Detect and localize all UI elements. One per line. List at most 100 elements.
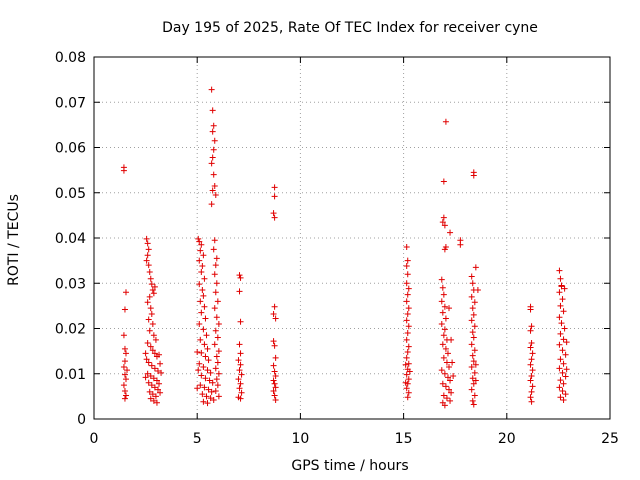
data-point bbox=[207, 369, 214, 376]
data-point bbox=[528, 356, 535, 363]
data-point bbox=[198, 349, 205, 356]
data-point bbox=[152, 393, 159, 400]
data-point bbox=[527, 394, 534, 401]
data-point bbox=[528, 388, 535, 395]
data-point bbox=[215, 393, 222, 400]
data-point bbox=[402, 379, 409, 386]
data-point bbox=[468, 386, 475, 393]
data-point bbox=[122, 392, 129, 399]
y-tick-label: 0.03 bbox=[55, 276, 86, 292]
data-point bbox=[208, 160, 215, 167]
data-point bbox=[272, 396, 279, 403]
data-point bbox=[122, 350, 129, 357]
data-point bbox=[142, 350, 149, 357]
data-point bbox=[209, 128, 216, 135]
data-point bbox=[271, 303, 278, 310]
data-point bbox=[197, 247, 204, 254]
data-point bbox=[213, 314, 220, 321]
data-point bbox=[120, 382, 127, 389]
data-point bbox=[447, 397, 454, 404]
data-point bbox=[212, 387, 219, 394]
data-point bbox=[562, 373, 569, 380]
x-tick-label: 10 bbox=[291, 431, 309, 447]
data-point bbox=[202, 375, 209, 382]
data-point bbox=[147, 343, 154, 350]
data-point bbox=[440, 178, 447, 185]
data-point bbox=[560, 380, 567, 387]
data-point bbox=[151, 350, 158, 357]
data-point bbox=[471, 392, 478, 399]
data-point bbox=[153, 377, 160, 384]
data-point bbox=[271, 193, 278, 200]
y-tick-label: 0.07 bbox=[55, 95, 86, 111]
data-point bbox=[120, 363, 127, 370]
data-point bbox=[145, 379, 152, 386]
data-point bbox=[439, 219, 446, 226]
data-point bbox=[438, 320, 445, 327]
data-point bbox=[236, 385, 243, 392]
data-point bbox=[212, 365, 219, 372]
data-point bbox=[198, 372, 205, 379]
data-point bbox=[469, 375, 476, 382]
data-point bbox=[403, 354, 410, 361]
data-point bbox=[209, 107, 216, 114]
data-point bbox=[153, 399, 160, 406]
data-point bbox=[237, 350, 244, 357]
y-tick-label: 0 bbox=[77, 412, 86, 428]
data-point bbox=[124, 367, 131, 374]
data-point bbox=[271, 184, 278, 191]
data-point bbox=[404, 349, 411, 356]
x-tick-label: 5 bbox=[193, 431, 202, 447]
data-point bbox=[148, 281, 155, 288]
data-point bbox=[151, 384, 158, 391]
data-point bbox=[121, 371, 128, 378]
data-point bbox=[150, 397, 157, 404]
chart-title: Day 195 of 2025, Rate Of TEC Index for r… bbox=[162, 20, 538, 36]
data-point bbox=[204, 345, 211, 352]
data-point bbox=[468, 293, 475, 300]
data-point bbox=[149, 391, 156, 398]
data-point bbox=[272, 384, 279, 391]
data-point bbox=[470, 401, 477, 408]
data-point bbox=[196, 320, 203, 327]
data-point bbox=[556, 289, 563, 296]
data-point bbox=[404, 311, 411, 318]
data-point bbox=[448, 336, 455, 343]
data-point bbox=[158, 369, 165, 376]
x-tick-label: 25 bbox=[601, 431, 619, 447]
data-point bbox=[404, 257, 411, 264]
data-point bbox=[151, 365, 158, 372]
data-point bbox=[557, 330, 564, 337]
data-point bbox=[270, 311, 277, 318]
data-point bbox=[474, 287, 481, 294]
data-point bbox=[271, 368, 278, 375]
data-point bbox=[145, 359, 152, 366]
data-point bbox=[196, 281, 203, 288]
data-point bbox=[235, 357, 242, 364]
x-tick-label: 20 bbox=[498, 431, 516, 447]
data-point bbox=[196, 238, 203, 245]
data-point bbox=[202, 315, 209, 322]
data-point bbox=[215, 348, 222, 355]
data-point bbox=[440, 392, 447, 399]
data-point bbox=[557, 302, 564, 309]
data-point bbox=[148, 311, 155, 318]
data-point bbox=[201, 303, 208, 310]
data-point bbox=[122, 289, 129, 296]
data-point bbox=[439, 284, 446, 291]
data-point bbox=[438, 298, 445, 305]
data-point bbox=[444, 374, 451, 381]
data-point bbox=[203, 393, 210, 400]
data-point bbox=[237, 380, 244, 387]
data-point bbox=[559, 347, 566, 354]
data-point bbox=[146, 268, 153, 275]
data-point bbox=[557, 275, 564, 282]
data-point bbox=[441, 246, 448, 253]
data-point bbox=[147, 305, 154, 312]
data-point bbox=[147, 395, 154, 402]
data-point bbox=[211, 137, 218, 144]
data-point bbox=[195, 367, 202, 374]
data-point bbox=[557, 377, 564, 384]
data-point bbox=[270, 377, 277, 384]
